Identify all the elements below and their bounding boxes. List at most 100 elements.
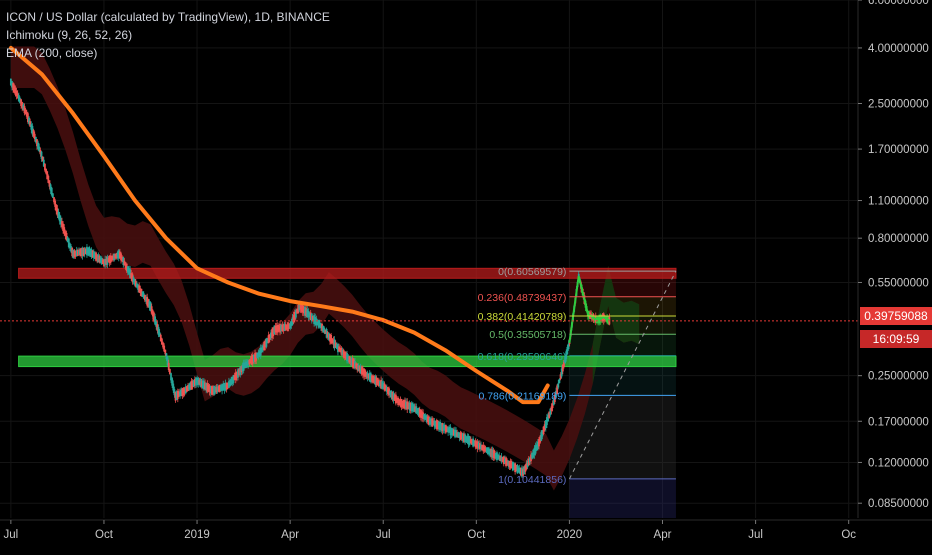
candle-body (176, 390, 179, 399)
candle-body (341, 349, 344, 355)
time-axis[interactable]: Jul Oct 2019 Apr Jul Oct 2020 Apr Jul Oc (0, 519, 932, 541)
candle-body (523, 466, 526, 475)
candle-body (199, 378, 202, 387)
candle-body (30, 124, 33, 130)
ichimoku-cloud-bullish (592, 266, 640, 385)
candle-body (566, 346, 569, 355)
candle-body (88, 246, 91, 256)
candle-body (86, 246, 88, 256)
ichimoku-indicator-label[interactable]: Ichimoku (9, 26, 52, 26) (6, 28, 133, 42)
candle-body (320, 323, 322, 329)
fibonacci-retracement[interactable]: 0(0.60569579) 0.236(0.48739437) 0.382(0.41… (478, 266, 677, 486)
candle-body (356, 363, 359, 370)
candle-body (392, 392, 395, 401)
fib-zone-fill (569, 395, 676, 479)
candle-body (264, 341, 267, 348)
candle-body (329, 334, 331, 342)
candle-body (461, 433, 464, 442)
candle-body (198, 379, 201, 385)
candle-body (489, 448, 492, 456)
candle-body (412, 404, 414, 411)
candle-body (323, 327, 326, 333)
candle-body (101, 259, 104, 264)
candle-body (480, 444, 482, 450)
candle-body (415, 406, 418, 414)
candle-body (175, 391, 178, 400)
candle-body (37, 142, 40, 150)
candle-body (332, 339, 335, 345)
candle-body (12, 83, 15, 91)
candle-body (314, 316, 317, 325)
candle-body (435, 420, 438, 430)
candle-body (454, 429, 456, 437)
candle-body (498, 455, 501, 460)
candle-body (80, 248, 83, 257)
candle-body (351, 358, 354, 368)
candle-body (456, 432, 459, 437)
fib-level-label: 0.382(0.41420789) (478, 311, 567, 323)
candle-body (154, 316, 156, 325)
candle-body (549, 408, 552, 415)
ema-indicator-label[interactable]: EMA (200, close) (6, 46, 98, 60)
candle-body (242, 362, 245, 371)
candle-body (78, 250, 80, 256)
candle-body (473, 440, 476, 446)
candle-body (151, 310, 154, 317)
candle-body (337, 343, 339, 353)
price-axis[interactable]: 6.00000000 4.00000000 2.50000000 1.70000000… (857, 0, 929, 518)
candle-body (528, 457, 531, 463)
candle-body (100, 257, 103, 265)
candle-body (493, 450, 496, 459)
candle-body (82, 247, 85, 256)
symbol-title[interactable]: ICON / US Dollar (calculated by TradingV… (6, 10, 330, 24)
candle-body (343, 351, 346, 358)
ichimoku-cloud (10, 46, 640, 491)
fib-trend-line[interactable] (568, 270, 677, 480)
candle-body (190, 380, 193, 390)
candle-body (123, 260, 126, 266)
candle-body (441, 423, 444, 432)
candle-body (74, 250, 77, 257)
candle-body (526, 460, 529, 468)
candle-body (233, 375, 236, 380)
candle-body (142, 293, 145, 299)
candle-body (155, 321, 158, 327)
candle-body (298, 302, 301, 311)
candle-body (159, 334, 162, 342)
candle-body (46, 171, 49, 180)
candle-body (98, 256, 101, 263)
time-tick-label: Apr (281, 529, 299, 541)
candle-body (200, 381, 203, 386)
candle-body (189, 382, 192, 390)
candle-body (81, 247, 84, 257)
candle-body (76, 249, 79, 256)
candle-body (447, 427, 450, 433)
candle-body (457, 432, 460, 438)
candle-body (532, 449, 535, 458)
candle-body (410, 403, 413, 412)
candle-body (255, 352, 258, 361)
candle-body (402, 399, 405, 409)
candle-body (350, 357, 353, 366)
candle-body (61, 221, 63, 228)
candle-body (97, 254, 100, 263)
candle-body (430, 418, 432, 425)
candle-body (136, 283, 138, 288)
candle-body (238, 368, 241, 376)
candle-body (313, 315, 315, 324)
candle-body (104, 259, 107, 266)
candle-body (277, 326, 280, 331)
candle-body (126, 266, 129, 273)
candle-body (419, 409, 422, 418)
candle-body (250, 356, 253, 365)
candle-body (396, 397, 398, 403)
fib-level-label: 0.786(0.21169189) (478, 390, 566, 402)
candle-body (463, 433, 465, 443)
candle-body (468, 436, 471, 446)
resistance-zone[interactable] (18, 267, 677, 279)
candle-body (483, 446, 486, 452)
candle-body (398, 399, 401, 406)
candle-body (147, 299, 150, 307)
